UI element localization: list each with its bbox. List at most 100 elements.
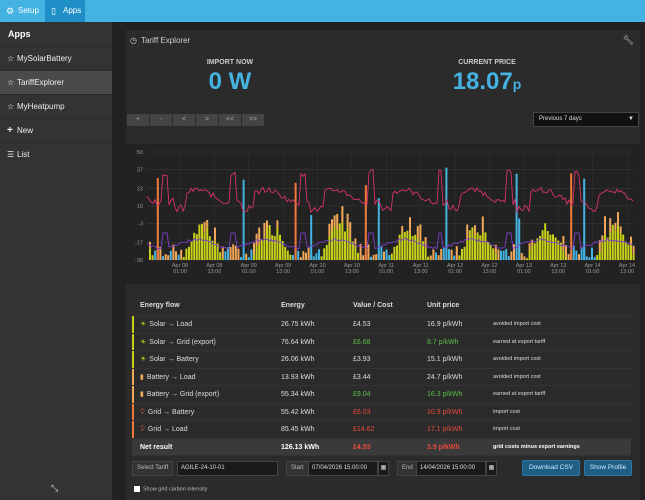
jump-back-button[interactable]: <<: [219, 114, 241, 126]
end-date-input[interactable]: 14/04/2026 15:00:00: [416, 461, 486, 476]
energy-cell: 85.45 kWh: [281, 426, 315, 433]
show-profile-button[interactable]: Show Profile: [584, 460, 632, 476]
solar-bar: [357, 252, 359, 260]
sidebar-item-list[interactable]: ☰ List: [0, 142, 112, 166]
page-title-text: Tariff Explorer: [140, 36, 191, 45]
apps-tab[interactable]: ▯ Apps: [45, 0, 85, 22]
battery-bar: [562, 235, 565, 251]
energy-cell: 55.34 kWh: [281, 391, 315, 398]
star-icon: ☆: [7, 54, 15, 63]
sidebar-item-tariffexplorer[interactable]: ☆ TariffExplorer: [0, 70, 112, 94]
battery-bar: [609, 218, 612, 233]
x-tick-label: 01:00: [242, 269, 256, 275]
y-tick-label: -30: [135, 258, 143, 264]
net-note: grid costs minus export earnings: [493, 443, 580, 450]
solar-bar: [476, 232, 479, 260]
pan-left-button[interactable]: <: [173, 114, 195, 126]
energy-cell: 26.06 kWh: [281, 356, 315, 363]
flow-cell: ☀ Solar → Load: [140, 316, 192, 334]
tariff-select[interactable]: AGILE-24-10-01: [177, 461, 278, 476]
load-bar: [315, 253, 318, 260]
x-tick-label: Apr 13: [516, 263, 532, 269]
solar-bar: [622, 234, 625, 260]
sun-icon: ☀: [140, 338, 147, 346]
carbon-intensity-toggle[interactable]: Show grid carbon intensity: [134, 486, 208, 492]
wrench-icon[interactable]: 🔧︎: [622, 35, 634, 45]
grid-battery-bar: [377, 198, 380, 260]
load-bar: [510, 251, 513, 260]
solar-bar: [463, 246, 466, 260]
load-bar: [169, 250, 172, 260]
import-price-line: [146, 169, 634, 214]
expand-icon[interactable]: ⤡: [51, 483, 59, 493]
solar-bar: [333, 226, 336, 260]
table-row: ☀ Solar → Grid (export) 76.64 kWh £6.68 8.7 …: [132, 333, 631, 351]
jump-forward-button[interactable]: >>: [242, 114, 264, 126]
grid-spike-bar: [156, 178, 159, 260]
flow-label: Battery → Load: [146, 373, 196, 381]
solar-bar: [601, 241, 604, 260]
battery-bar: [328, 223, 331, 236]
start-date-input[interactable]: 07/04/2026 15:00:00: [308, 461, 378, 476]
solar-bar: [409, 234, 411, 260]
export-price-line: [146, 232, 634, 250]
load-bar: [237, 248, 240, 260]
solar-bar: [351, 241, 354, 260]
battery-bar: [494, 244, 497, 254]
battery-bar: [604, 216, 606, 235]
pan-right-button[interactable]: >: [196, 114, 218, 126]
load-bar: [245, 253, 248, 260]
battery-bar: [401, 225, 404, 233]
sidebar-item-myheatpump[interactable]: ☆ MyHeatpump: [0, 94, 112, 118]
battery-bar: [614, 222, 617, 231]
load-bar: [247, 257, 250, 260]
setup-tab[interactable]: ⚙ Setup: [0, 0, 42, 22]
load-bar: [305, 252, 307, 260]
flow-cell: 💡︎ Grid → Load: [140, 421, 188, 439]
solar-bar: [541, 230, 544, 260]
header-value-cost: Value / Cost: [353, 302, 393, 309]
sidebar-item-new[interactable]: + New: [0, 118, 112, 142]
solar-bar: [424, 247, 427, 260]
battery-bar: [466, 224, 469, 241]
net-label: Net result: [140, 443, 173, 451]
note-cell: earned at export tariff: [493, 338, 546, 345]
load-bar: [299, 257, 302, 260]
zoom-out-button[interactable]: -: [150, 114, 172, 126]
flow-cell: ▮ Battery → Grid (export): [140, 386, 219, 404]
solar-bar: [253, 254, 255, 260]
period-select[interactable]: Previous 7 days ▼: [533, 112, 639, 127]
value-cell: £6.68: [353, 338, 371, 346]
load-bar: [180, 249, 183, 260]
solar-bar: [624, 241, 627, 260]
list-icon: ☰: [7, 150, 15, 159]
solar-bar: [549, 234, 552, 260]
load-bar: [162, 256, 164, 260]
solar-bar: [401, 232, 404, 260]
tariff-select-group: Select Tariff AGILE-24-10-01: [132, 461, 278, 476]
x-tick-label: Apr 14: [585, 263, 601, 269]
load-bar: [229, 246, 232, 260]
y-tick-label: 23: [137, 186, 143, 192]
solar-bar: [281, 240, 284, 260]
load-bar: [359, 243, 362, 260]
download-csv-button[interactable]: Download CSV: [522, 460, 580, 476]
calendar-icon[interactable]: ▦: [486, 461, 497, 476]
carbon-intensity-checkbox[interactable]: [134, 486, 140, 492]
solar-bar: [214, 241, 216, 260]
battery-bar: [630, 236, 632, 246]
sidebar-item-label: MyHeatpump: [17, 102, 65, 111]
load-bar: [370, 256, 372, 260]
load-bar: [442, 247, 445, 260]
bulb-icon: 💡︎: [140, 426, 145, 433]
value-cell: £14.62: [353, 426, 375, 433]
load-bar: [380, 246, 383, 260]
flow-label: Solar → Load: [149, 321, 193, 328]
load-bar: [362, 255, 365, 260]
solar-bar: [219, 252, 222, 260]
zoom-in-button[interactable]: +: [127, 114, 149, 126]
calendar-icon[interactable]: ▦: [378, 461, 389, 476]
solar-bar: [260, 239, 263, 260]
sidebar-item-mysolarbattery[interactable]: ☆ MySolarBattery: [0, 46, 112, 70]
load-bar: [154, 250, 157, 260]
